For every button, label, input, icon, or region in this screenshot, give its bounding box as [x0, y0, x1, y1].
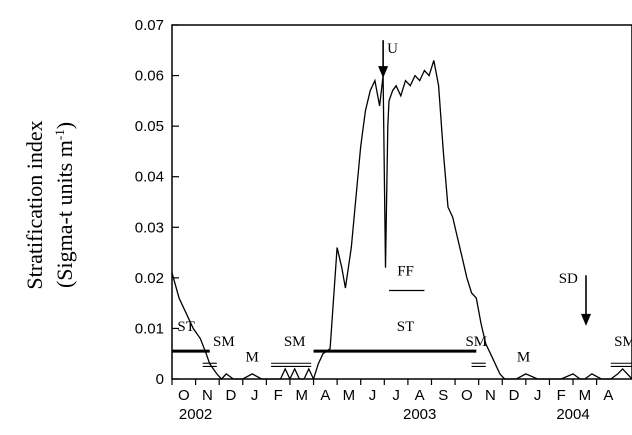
annotation-label-m: M: [246, 349, 259, 365]
x-tick-label: D: [226, 387, 237, 404]
y-axis-label-line1: Stratification index: [22, 120, 47, 289]
annotation-label-st: ST: [177, 319, 195, 335]
y-tick-label: 0.05: [135, 118, 164, 135]
x-tick-label: J: [534, 387, 542, 404]
annotation-label-m: M: [517, 349, 530, 365]
year-label: 2002: [179, 406, 212, 423]
annotation-label-sm: SM: [465, 334, 487, 350]
y-tick-label: 0.02: [135, 270, 164, 287]
annotation-label-sm: SM: [614, 334, 632, 350]
x-tick-label: F: [274, 387, 283, 404]
annotation-label-u: U: [387, 41, 398, 57]
x-tick-label: O: [178, 387, 190, 404]
x-tick-label: M: [579, 387, 592, 404]
arrow-head-u: [378, 66, 389, 79]
x-tick-label: O: [461, 387, 473, 404]
annotation-label-sd: SD: [559, 271, 578, 287]
y-tick-label: 0.03: [135, 219, 164, 236]
x-tick-label: F: [557, 387, 566, 404]
x-tick-label: M: [295, 387, 308, 404]
y-tick-label: 0.06: [135, 68, 164, 85]
x-tick-label: J: [251, 387, 259, 404]
x-tick-label: M: [343, 387, 356, 404]
x-tick-label: A: [320, 387, 330, 404]
x-tick-label: J: [392, 387, 400, 404]
annotation-label-ff: FF: [397, 263, 414, 279]
annotation-label-sm: SM: [284, 334, 306, 350]
y-tick-label: 0.04: [135, 169, 164, 186]
x-tick-label: A: [415, 387, 425, 404]
x-tick-label: J: [369, 387, 377, 404]
year-label: 2003: [403, 406, 436, 423]
x-tick-label: N: [202, 387, 213, 404]
y-tick-label: 0.07: [135, 17, 164, 34]
series-layer: [171, 60, 632, 381]
annotation-layer: ST SM M SM FF ST SM M SM U SD: [172, 40, 632, 367]
y-axis: 0 0.01 0.02 0.03 0.04 0.05 0.06 0.07: [135, 17, 179, 388]
x-tick-label: S: [438, 387, 448, 404]
plot-frame: [171, 24, 632, 380]
x-tick-label: A: [603, 387, 613, 404]
arrow-head-sd: [581, 313, 591, 326]
y-tick-label: 0: [156, 371, 164, 388]
year-label: 2004: [556, 406, 589, 423]
y-axis-label-line2: (Sigma-t units m-1): [52, 122, 77, 288]
stratification-line: [171, 60, 632, 381]
annotation-label-st: ST: [397, 319, 415, 335]
annotation-label-sm: SM: [213, 334, 235, 350]
y-tick-label: 0.01: [135, 320, 164, 337]
x-tick-label: D: [509, 387, 520, 404]
x-tick-label: N: [485, 387, 496, 404]
